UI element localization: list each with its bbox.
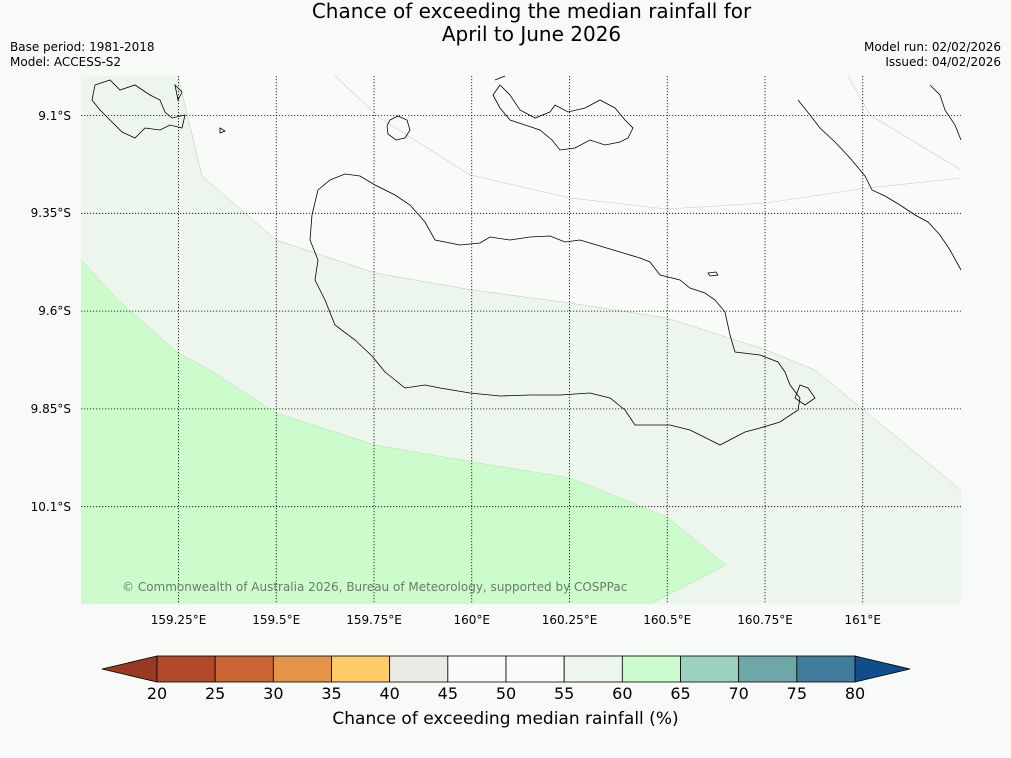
colorbar-tick-label: 25 (204, 684, 226, 703)
latitude-label: 10.1°S (30, 499, 71, 514)
colorbar-segment (447, 655, 507, 683)
gridlines (81, 76, 961, 604)
contour-line (334, 75, 962, 210)
coast-malaita (794, 84, 962, 406)
longitude-label: 160.25°E (541, 613, 598, 627)
issued-date: Issued: 04/02/2026 (885, 55, 1001, 69)
chart-title: Chance of exceeding the median rainfall … (0, 0, 1011, 46)
colorbar-segment (156, 655, 216, 683)
colorbar-segment (505, 655, 565, 683)
colorbar-segment (214, 655, 274, 683)
latitude-label: 9.1°S (38, 108, 71, 123)
colorbar-under-arrow (101, 655, 158, 683)
contour-line (847, 75, 962, 171)
colorbar-segment (621, 655, 681, 683)
latitude-label: 9.35°S (30, 206, 71, 221)
colorbar-tick-label: 55 (553, 684, 575, 703)
longitude-label: 159.5°E (252, 613, 301, 627)
colorbar-segment (563, 655, 623, 683)
colorbar-tick-label: 60 (612, 684, 633, 703)
contour-line (177, 75, 962, 491)
longitude-label: 161°E (844, 613, 882, 627)
colorbar-segment (796, 655, 856, 683)
colorbar-tick-label: 35 (321, 684, 342, 703)
meta-right: Model run: 02/02/2026 Issued: 04/02/2026 (864, 40, 1001, 70)
colorbar-over-arrow (854, 655, 911, 683)
colorbar-tick-label: 30 (263, 684, 284, 703)
island-savo (386, 115, 411, 141)
colorbar-segment (680, 655, 740, 683)
colorbar-tick-label: 40 (379, 684, 400, 703)
title-line-2: April to June 2026 (441, 22, 622, 46)
colorbar-tick-label: 65 (670, 684, 691, 703)
colorbar-tick-label: 20 (146, 684, 168, 703)
colorbar-tick-label: 70 (728, 684, 749, 703)
colorbar-tick-label: 80 (844, 684, 866, 703)
base-period: Base period: 1981-2018 (10, 40, 155, 54)
model-name: Model: ACCESS-S2 (10, 55, 122, 69)
title-line-1: Chance of exceeding the median rainfall … (311, 0, 752, 23)
longitude-label: 160.75°E (737, 613, 793, 627)
colorbar-tick-label: 45 (437, 684, 459, 703)
colorbar-tick-label: 50 (495, 684, 517, 703)
colorbar-label: Chance of exceeding median rainfall (%) (332, 709, 679, 729)
colorbar-segment (331, 655, 391, 683)
meta-left: Base period: 1981-2018 Model: ACCESS-S2 (10, 40, 155, 70)
contour-line (80, 259, 727, 605)
latitude-label: 9.6°S (38, 304, 71, 319)
colorbar-segment (389, 655, 449, 683)
model-run-date: Model run: 02/02/2026 (863, 40, 1001, 54)
zone-60-65 (81, 260, 726, 604)
longitude-label: 160°E (453, 613, 491, 627)
longitude-label: 159.25°E (150, 613, 207, 627)
coast-florida-islands (492, 75, 634, 151)
longitude-label: 160.5°E (643, 613, 692, 627)
colorbar (101, 655, 911, 683)
island-guadalcanal (309, 173, 801, 446)
colorbar-tick-label: 75 (786, 684, 808, 703)
copyright-notice: © Commonwealth of Australia 2026, Bureau… (122, 580, 628, 594)
colorbar-segment (272, 655, 332, 683)
island-islet (707, 271, 719, 277)
longitude-label: 159.75°E (346, 613, 402, 627)
latitude-label: 9.85°S (30, 401, 71, 416)
colorbar-segment (738, 655, 798, 683)
